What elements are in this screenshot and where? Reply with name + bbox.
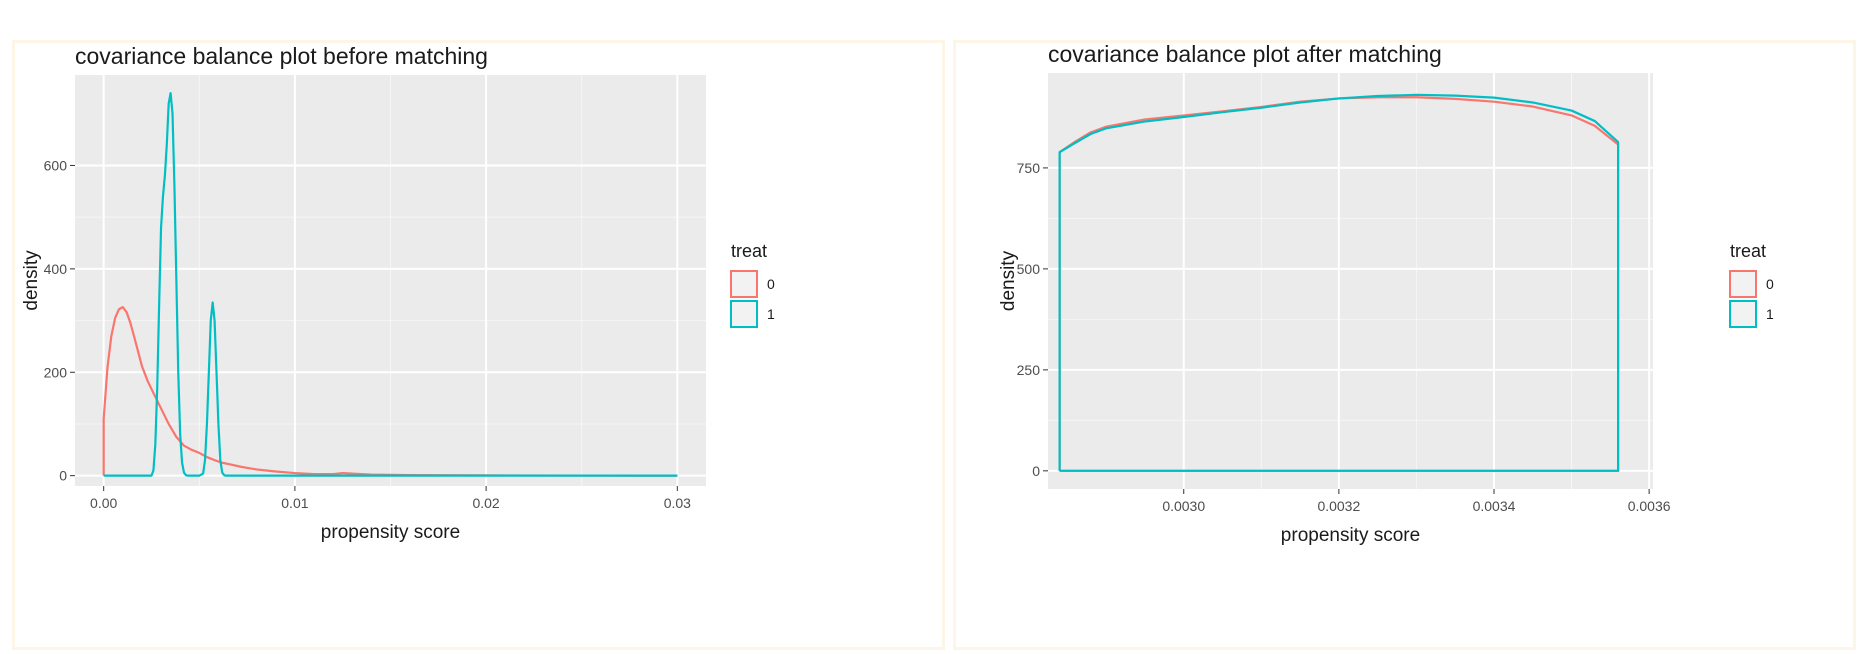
x-tick-label: 0.02 xyxy=(472,495,499,511)
legend-title: treat xyxy=(1730,241,1766,261)
y-axis-label: density xyxy=(21,250,42,311)
legend-key-1 xyxy=(1729,300,1757,328)
legend-key-0 xyxy=(730,270,758,298)
legend-label-0: 0 xyxy=(767,276,775,292)
legend-key-0 xyxy=(1729,270,1757,298)
x-tick-label: 0.0032 xyxy=(1317,498,1360,514)
x-axis-label: propensity score xyxy=(321,522,460,543)
legend-label-0: 0 xyxy=(1766,276,1774,292)
chart-after-matching-svg: covariance balance plot after matching 0.… xyxy=(998,41,1774,546)
y-tick-label: 0 xyxy=(1032,463,1040,479)
density-line-treat-1 xyxy=(1058,93,1620,472)
plot-panel xyxy=(1048,73,1653,489)
x-tick-label: 0.03 xyxy=(664,495,691,511)
chart-after-matching: covariance balance plot after matching 0.… xyxy=(953,40,1856,650)
y-tick-label: 0 xyxy=(59,468,67,484)
y-tick-label: 200 xyxy=(44,364,68,380)
density-line-treat-1 xyxy=(103,91,678,477)
density-line-treat-0 xyxy=(102,306,678,477)
chart-title: covariance balance plot after matching xyxy=(1048,41,1442,67)
x-axis-label: propensity score xyxy=(1281,525,1420,546)
x-tick-label: 0.00 xyxy=(90,495,117,511)
y-axis-label: density xyxy=(998,250,1019,311)
chart-before-matching: covariance balance plot before matching 0… xyxy=(12,40,945,650)
y-tick-label: 600 xyxy=(44,157,68,173)
x-tick-label: 0.01 xyxy=(281,495,308,511)
y-tick-label: 400 xyxy=(44,261,68,277)
y-tick-label: 250 xyxy=(1017,362,1041,378)
x-tick-label: 0.0034 xyxy=(1473,498,1516,514)
chart-before-matching-svg: covariance balance plot before matching 0… xyxy=(21,43,775,543)
legend-label-1: 1 xyxy=(767,306,775,322)
legend-title: treat xyxy=(731,241,767,261)
x-tick-label: 0.0036 xyxy=(1628,498,1671,514)
legend-label-1: 1 xyxy=(1766,306,1774,322)
y-tick-label: 500 xyxy=(1017,261,1041,277)
x-tick-label: 0.0030 xyxy=(1162,498,1205,514)
chart-title: covariance balance plot before matching xyxy=(75,43,488,69)
legend-key-1 xyxy=(730,300,758,328)
y-tick-label: 750 xyxy=(1017,160,1041,176)
